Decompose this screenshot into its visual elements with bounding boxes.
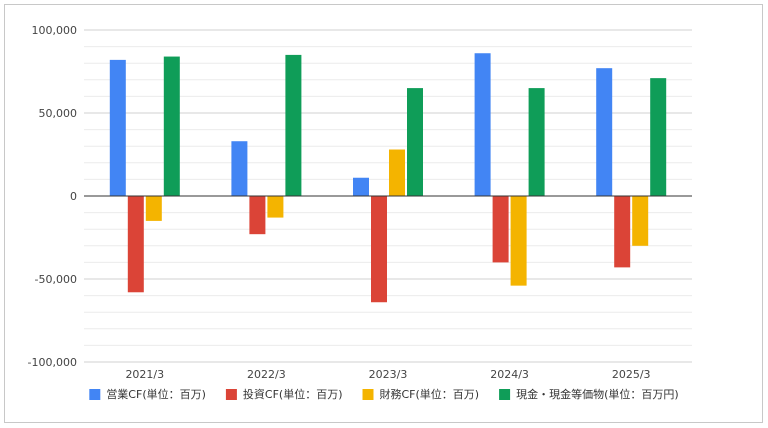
legend-item: 財務CF(単位：百万)	[362, 387, 480, 401]
bar	[614, 196, 631, 268]
y-tick-label: 0	[70, 190, 77, 203]
bar	[596, 68, 613, 196]
bar	[407, 88, 423, 196]
legend-label: 財務CF(単位：百万)	[380, 387, 480, 401]
legend-swatch	[89, 389, 101, 400]
bar	[231, 141, 248, 196]
legend-label: 営業CF(単位：百万)	[106, 387, 206, 401]
bar	[510, 196, 527, 286]
x-category-label: 2022/3	[247, 368, 286, 381]
gridlines	[84, 29, 692, 363]
bar	[285, 54, 302, 197]
bar	[267, 196, 284, 218]
bar	[389, 149, 405, 196]
legend: 営業CF(単位：百万) 投資CF(単位：百万) 財務CF(単位：百万) 現金・現金等価…	[89, 387, 679, 401]
bar	[474, 53, 491, 196]
legend-swatch	[225, 389, 237, 400]
bar	[371, 196, 387, 303]
y-tick-label: -50,000	[35, 273, 77, 286]
bar	[650, 78, 667, 196]
x-category-label: 2021/3	[125, 368, 164, 381]
bars	[109, 53, 667, 303]
x-axis-category-labels: 2021/3 2022/3 2023/3 2024/3 2025/3	[125, 368, 650, 381]
bar	[249, 196, 266, 235]
x-category-label: 2023/3	[369, 368, 408, 381]
bar	[145, 196, 162, 221]
x-category-label: 2025/3	[612, 368, 651, 381]
bar	[163, 56, 180, 197]
x-category-label: 2024/3	[490, 368, 529, 381]
y-tick-label: 100,000	[32, 24, 78, 37]
legend-label: 投資CF(単位：百万)	[243, 387, 343, 401]
bar	[109, 59, 126, 196]
bar	[528, 88, 545, 196]
legend-swatch	[362, 389, 374, 400]
y-tick-label: -100,000	[28, 356, 77, 369]
bar	[353, 177, 369, 196]
bar	[492, 196, 509, 263]
legend-item: 営業CF(単位：百万)	[89, 387, 206, 401]
legend-item: 現金・現金等価物(単位：百万円)	[499, 387, 679, 401]
bar	[632, 196, 649, 246]
y-axis-tick-labels: 100,000 50,000 0 -50,000 -100,000	[28, 24, 77, 369]
legend-item: 投資CF(単位：百万)	[225, 387, 343, 401]
legend-swatch	[499, 389, 511, 400]
legend-label: 現金・現金等価物(単位：百万円)	[516, 387, 679, 401]
y-tick-label: 50,000	[39, 107, 78, 120]
bar	[127, 196, 144, 293]
